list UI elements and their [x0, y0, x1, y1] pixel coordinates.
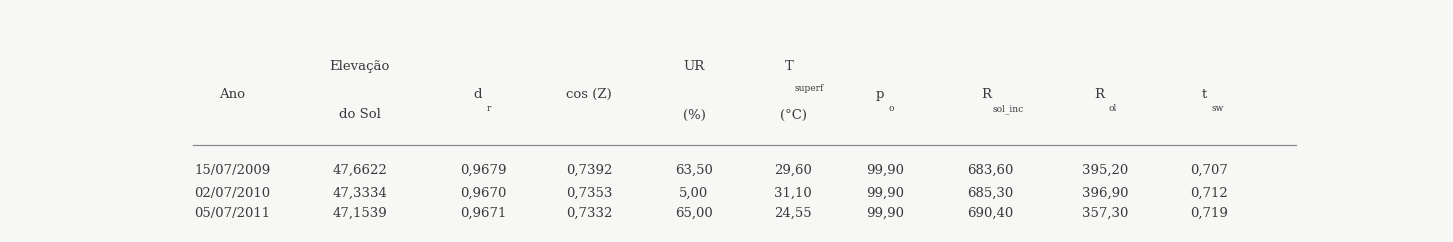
Text: ol: ol [1109, 104, 1117, 113]
Text: 47,1539: 47,1539 [333, 207, 386, 220]
Text: d: d [474, 88, 482, 101]
Text: cos (Z): cos (Z) [567, 88, 612, 101]
Text: 685,30: 685,30 [968, 187, 1013, 199]
Text: 15/07/2009: 15/07/2009 [195, 164, 270, 177]
Text: sol_inc: sol_inc [992, 104, 1024, 114]
Text: R: R [981, 88, 991, 101]
Text: o: o [889, 104, 894, 113]
Text: 0,712: 0,712 [1190, 187, 1228, 199]
Text: (°C): (°C) [780, 108, 806, 121]
Text: superf: superf [795, 83, 824, 92]
Text: 63,50: 63,50 [676, 164, 713, 177]
Text: 47,6622: 47,6622 [333, 164, 386, 177]
Text: r: r [487, 104, 491, 113]
Text: (%): (%) [683, 108, 705, 121]
Text: R: R [1094, 88, 1104, 101]
Text: 24,55: 24,55 [774, 207, 812, 220]
Text: do Sol: do Sol [339, 108, 381, 121]
Text: 0,707: 0,707 [1190, 164, 1228, 177]
Text: p: p [876, 88, 883, 101]
Text: 0,7353: 0,7353 [567, 187, 613, 199]
Text: 690,40: 690,40 [968, 207, 1013, 220]
Text: 99,90: 99,90 [866, 187, 904, 199]
Text: 395,20: 395,20 [1082, 164, 1128, 177]
Text: 683,60: 683,60 [966, 164, 1013, 177]
Text: t: t [1202, 88, 1207, 101]
Text: 357,30: 357,30 [1082, 207, 1128, 220]
Text: 29,60: 29,60 [774, 164, 812, 177]
Text: T: T [785, 60, 793, 73]
Text: Ano: Ano [219, 88, 246, 101]
Text: 5,00: 5,00 [680, 187, 709, 199]
Text: 05/07/2011: 05/07/2011 [195, 207, 270, 220]
Text: 0,719: 0,719 [1190, 207, 1228, 220]
Text: 396,90: 396,90 [1081, 187, 1129, 199]
Text: 47,3334: 47,3334 [333, 187, 386, 199]
Text: sw: sw [1212, 104, 1225, 113]
Text: 0,9671: 0,9671 [461, 207, 507, 220]
Text: 99,90: 99,90 [866, 207, 904, 220]
Text: 99,90: 99,90 [866, 164, 904, 177]
Text: 0,9670: 0,9670 [461, 187, 507, 199]
Text: 02/07/2010: 02/07/2010 [195, 187, 270, 199]
Text: 0,9679: 0,9679 [461, 164, 507, 177]
Text: 0,7332: 0,7332 [567, 207, 613, 220]
Text: 31,10: 31,10 [774, 187, 812, 199]
Text: 0,7392: 0,7392 [567, 164, 613, 177]
Text: Elevação: Elevação [330, 60, 389, 73]
Text: 65,00: 65,00 [676, 207, 713, 220]
Text: UR: UR [683, 60, 705, 73]
